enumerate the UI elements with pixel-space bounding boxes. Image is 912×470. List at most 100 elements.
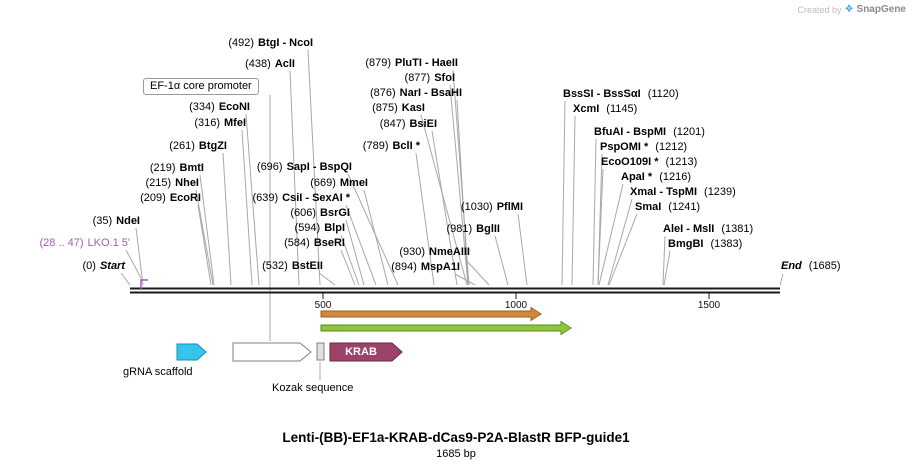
site-name: AclI	[274, 58, 295, 70]
site-name: BssSI - BssSαI	[563, 88, 641, 100]
map-length: 1685 bp	[436, 448, 476, 460]
ef1a-promoter-label[interactable]: EF-1α core promoter	[143, 78, 259, 95]
site-position: (35)	[92, 215, 113, 227]
enzyme-site-label[interactable]: (261) BtgZI	[169, 140, 227, 153]
site-name: NdeI	[116, 215, 140, 227]
site-name: BstEII	[291, 260, 323, 272]
enzyme-site-label[interactable]: BfuAI - BspMI (1201)	[594, 126, 705, 139]
site-name: BglII	[476, 223, 500, 235]
site-name: PspOMI *	[600, 141, 649, 153]
enzyme-site-label[interactable]: SmaI (1241)	[635, 201, 700, 214]
site-name: BfuAI - BspMI	[594, 126, 667, 138]
site-position: (1213)	[665, 156, 698, 168]
site-position: (639)	[252, 192, 279, 204]
site-position: (930)	[399, 246, 426, 258]
enzyme-site-label[interactable]: (669) MmeI	[310, 177, 368, 190]
site-position: (877)	[404, 72, 431, 84]
enzyme-site-label[interactable]: (316) MfeI	[194, 117, 246, 130]
enzyme-site-label[interactable]: XcmI (1145)	[573, 103, 637, 116]
snapgene-brand-text: SnapGene	[856, 4, 906, 15]
site-name: BmtI	[179, 162, 204, 174]
enzyme-site-label[interactable]: EcoO109I * (1213)	[601, 156, 697, 169]
enzyme-site-label[interactable]: XmaI - TspMI (1239)	[630, 186, 736, 199]
site-name: EcoNI	[218, 101, 250, 113]
orange-feature-arrow[interactable]	[320, 306, 542, 322]
site-position: (1145)	[606, 103, 638, 115]
grna-scaffold-arrow[interactable]	[176, 343, 207, 361]
site-position: (215)	[145, 177, 172, 189]
site-name: PluTI - HaeII	[395, 57, 458, 69]
site-position: (847)	[379, 118, 406, 130]
primer-label[interactable]: (28 .. 47) LKO.1 5'	[40, 237, 131, 250]
enzyme-site-label[interactable]: (875) KasI	[372, 102, 425, 115]
krab-arrow[interactable]	[329, 342, 403, 362]
site-position: (438)	[245, 58, 271, 70]
enzyme-site-label[interactable]: AleI - MslI (1381)	[663, 223, 753, 236]
ef1a-promoter-arrow[interactable]	[232, 342, 312, 362]
enzyme-site-label[interactable]: (639) CsiI - SexAI *	[252, 192, 350, 205]
primer-position: (28 .. 47)	[39, 237, 84, 249]
site-name: KasI	[401, 102, 425, 114]
sequence-line[interactable]	[130, 287, 780, 294]
site-position: (875)	[372, 102, 398, 114]
site-name: BlpI	[324, 222, 345, 234]
green-feature-arrow[interactable]	[320, 320, 572, 336]
site-name: SmaI	[635, 201, 662, 213]
site-name: ApaI *	[621, 171, 653, 183]
site-position: (1212)	[655, 141, 688, 153]
enzyme-site-label[interactable]: (696) SapI - BspQI	[257, 161, 352, 174]
enzyme-site-label[interactable]: (532) BstEII	[262, 260, 323, 273]
kozak-sequence-label[interactable]: Kozak sequence	[272, 382, 354, 394]
enzyme-site-label[interactable]: (334) EcoNI	[189, 101, 250, 114]
enzyme-site-label[interactable]: (209) EcoRI	[140, 192, 201, 205]
enzyme-site-label[interactable]: (876) NarI - BsaHI	[370, 87, 462, 100]
enzyme-site-label[interactable]: (894) MspA1I	[391, 261, 460, 274]
site-position: (606)	[290, 207, 317, 219]
enzyme-site-label[interactable]: BmgBI (1383)	[668, 238, 742, 251]
enzyme-site-label[interactable]: (606) BsrGI	[290, 207, 350, 220]
enzyme-site-label[interactable]: (789) BclI *	[363, 140, 420, 153]
enzyme-site-label[interactable]: (847) BsiEI	[380, 118, 437, 131]
site-name: BclI *	[392, 140, 420, 152]
site-name: CsiI - SexAI *	[282, 192, 350, 204]
enzyme-site-label[interactable]: (930) NmeAIII	[399, 246, 470, 259]
site-name: MfeI	[224, 117, 246, 129]
enzyme-site-label[interactable]: (594) BlpI	[295, 222, 345, 235]
enzyme-site-label[interactable]: (981) BglII	[446, 223, 500, 236]
site-position: (879)	[365, 57, 392, 69]
enzyme-site-label[interactable]: (219) BmtI	[150, 162, 204, 175]
enzyme-site-label[interactable]: (492) BtgI - NcoI	[228, 37, 313, 50]
enzyme-site-label[interactable]: (35) NdeI	[93, 215, 140, 228]
site-name: XcmI	[573, 103, 600, 115]
primer-marker[interactable]	[140, 279, 148, 290]
enzyme-site-label[interactable]: (584) BseRI	[284, 237, 345, 250]
grna-scaffold-label[interactable]: gRNA scaffold	[123, 366, 193, 378]
end-position: (1685)	[808, 260, 841, 272]
enzyme-site-label[interactable]: (215) NheI	[145, 177, 199, 190]
site-name: NarI - BsaHI	[399, 87, 462, 99]
site-position: (316)	[194, 117, 220, 129]
site-name: AleI - MslI	[663, 223, 715, 235]
enzyme-site-label[interactable]: (879) PluTI - HaeII	[365, 57, 458, 70]
enzyme-site-label[interactable]: (877) SfoI	[405, 72, 455, 85]
krab-arrow-label[interactable]: KRAB	[345, 346, 377, 358]
enzyme-site-label[interactable]: PspOMI * (1212)	[600, 141, 687, 154]
enzyme-site-label[interactable]: BssSI - BssSαI (1120)	[563, 88, 679, 101]
site-position: (584)	[284, 237, 310, 249]
ruler-tick-label: 1000	[504, 300, 528, 311]
enzyme-site-label[interactable]: (438) AclI	[245, 58, 295, 71]
enzyme-site-label[interactable]: (1030) PflMI	[461, 201, 523, 214]
kozak-sequence-box[interactable]	[316, 342, 325, 361]
site-position: (492)	[228, 37, 254, 49]
enzyme-site-label[interactable]: ApaI * (1216)	[621, 171, 691, 184]
site-name: BseRI	[313, 237, 345, 249]
ruler-ticks	[322, 293, 710, 299]
site-name: NheI	[175, 177, 199, 189]
start-position: (0)	[82, 260, 96, 272]
site-position: (1030)	[460, 201, 493, 213]
site-position: (594)	[294, 222, 321, 234]
site-name: NmeAIII	[429, 246, 470, 258]
end-text: End	[781, 260, 802, 272]
